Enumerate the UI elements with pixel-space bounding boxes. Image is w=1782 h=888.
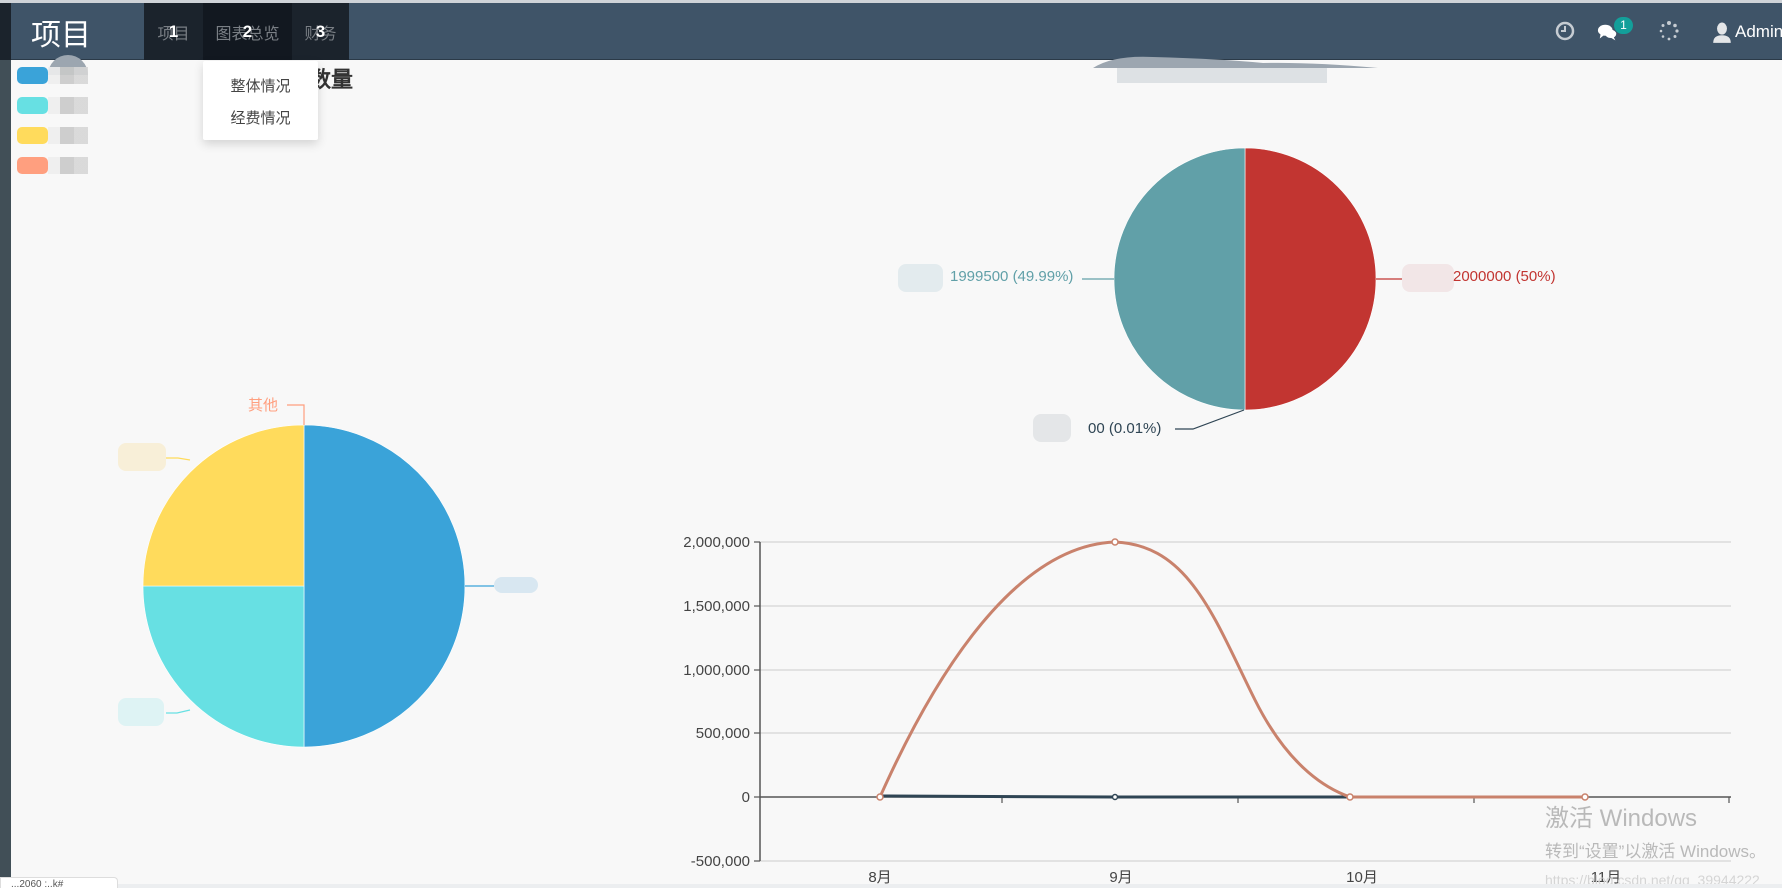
svg-text:500,000: 500,000 <box>696 725 750 742</box>
pie-label-redacted <box>118 443 166 471</box>
pie-label-redacted <box>494 577 538 593</box>
svg-text:1,000,000: 1,000,000 <box>683 662 750 679</box>
right-pie-chart[interactable] <box>1082 147 1403 430</box>
line-chart[interactable]: 2,000,000 1,500,000 1,000,000 500,000 0 … <box>683 534 1731 886</box>
right-chart-title-redacted <box>1093 56 1378 83</box>
navbar-left-edge <box>0 3 11 60</box>
watermark-title: 激活 Windows <box>1545 805 1698 832</box>
svg-text:-500,000: -500,000 <box>691 853 750 870</box>
left-chart-legend <box>17 67 88 187</box>
watermark-subtitle: 转到“设置”以激活 Windows。 <box>1545 842 1767 861</box>
user-icon[interactable] <box>1711 22 1733 44</box>
legend-swatch <box>17 157 48 174</box>
pie-label-red: 2000000 (50%) <box>1453 268 1556 285</box>
pie-label-redacted <box>1033 414 1071 442</box>
windows-activation-watermark: 激活 Windows 转到“设置”以激活 Windows。 https://bl… <box>1545 798 1766 888</box>
svg-text:11月: 11月 <box>1591 869 1622 886</box>
pie-label-teal: 1999500 (49.99%) <box>950 268 1074 285</box>
legend-item[interactable] <box>17 127 88 157</box>
menu-item-overall[interactable]: 整体情况 <box>230 77 291 95</box>
pie-label-redacted <box>1402 264 1454 292</box>
browser-status-bar: ...2060 :..k# <box>0 877 118 888</box>
annotation-number: 3 <box>315 21 326 41</box>
user-name[interactable]: Admin <box>1735 22 1782 41</box>
nav-item-label: 图表总览 <box>215 25 280 43</box>
legend-swatch <box>17 67 48 84</box>
nav-item-label: 项目 <box>157 25 190 43</box>
legend-label-redacted <box>48 67 88 84</box>
annotation-number: 1 <box>168 21 179 41</box>
svg-text:10月: 10月 <box>1346 869 1378 886</box>
svg-text:1,500,000: 1,500,000 <box>683 598 750 615</box>
charts-dropdown-menu: 整体情况 经费情况 <box>203 61 318 140</box>
bottom-edge <box>118 884 1782 888</box>
legend-item[interactable] <box>17 97 88 127</box>
svg-text:0: 0 <box>742 789 750 806</box>
legend-label-redacted <box>48 157 88 174</box>
nav-item-finance[interactable]: 财务 3 <box>292 3 349 60</box>
brand-logo[interactable]: 项目 <box>31 18 91 52</box>
comments-icon[interactable] <box>1597 22 1619 44</box>
pie-label-dark: 00 (0.01%) <box>1088 420 1162 437</box>
nav-item-project[interactable]: 项目 1 <box>144 3 203 60</box>
svg-text:8月: 8月 <box>868 869 891 886</box>
legend-label-redacted <box>48 127 88 144</box>
window-top-edge <box>0 0 1782 3</box>
navbar: 项目 项目 1 图表总览 2 财务 3 1 Admin <box>0 3 1782 60</box>
legend-swatch <box>17 127 48 144</box>
pie-label-other: 其他 <box>248 397 279 414</box>
sidebar-collapsed <box>0 60 11 878</box>
legend-item[interactable] <box>17 157 88 187</box>
annotation-number: 2 <box>242 21 253 41</box>
notification-badge: 1 <box>1614 17 1633 34</box>
nav-item-label: 财务 <box>304 25 337 43</box>
pie-label-redacted <box>898 264 943 292</box>
svg-text:9月: 9月 <box>1109 869 1132 886</box>
left-pie-chart[interactable] <box>142 404 494 748</box>
menu-item-funding[interactable]: 经费情况 <box>230 109 291 127</box>
legend-item[interactable] <box>17 67 88 97</box>
clock-icon[interactable] <box>1554 20 1576 42</box>
nav-item-charts-overview[interactable]: 图表总览 2 <box>203 3 292 60</box>
legend-swatch <box>17 97 48 114</box>
pie-label-redacted <box>118 698 164 726</box>
legend-label-redacted <box>48 97 88 114</box>
spinner-icon[interactable] <box>1658 20 1680 42</box>
svg-text:2,000,000: 2,000,000 <box>683 534 750 551</box>
